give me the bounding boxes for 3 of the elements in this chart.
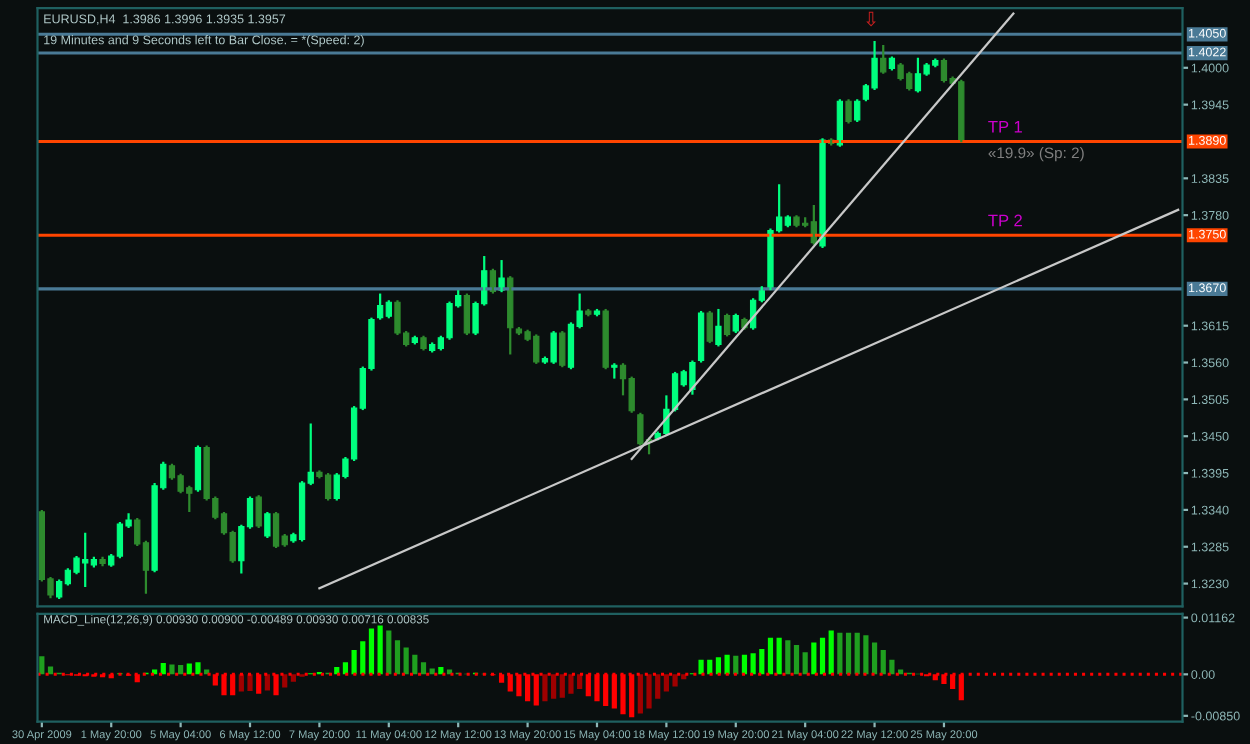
- annotation: TP 2: [988, 214, 1022, 227]
- annotation: ⇩: [866, 11, 876, 27]
- annotation: TP 1: [988, 121, 1022, 133]
